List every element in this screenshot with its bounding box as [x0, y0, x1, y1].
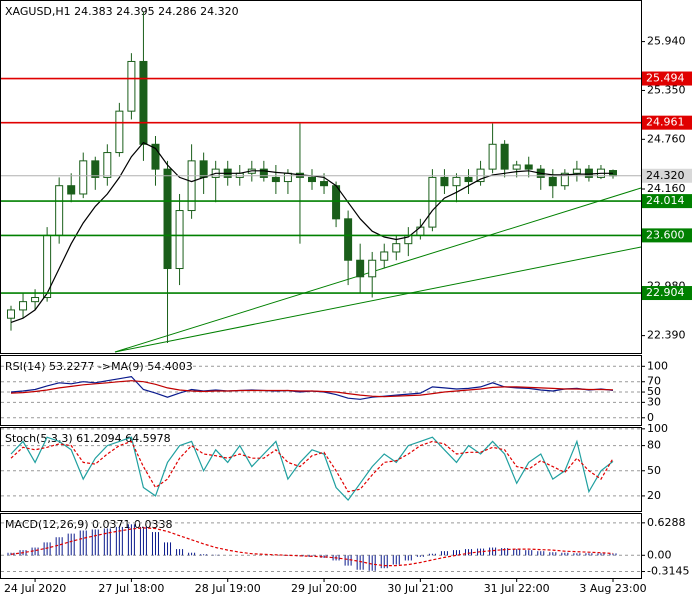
y-tick-label: 0: [647, 411, 654, 424]
x-tick-label: 29 Jul 20:00: [291, 582, 357, 595]
y-tick-label: 80: [647, 439, 661, 452]
x-tick-label: 3 Aug 23:00: [579, 582, 646, 595]
candle-body: [103, 152, 112, 178]
candle-body: [440, 176, 449, 187]
chart-title: XAGUSD,H1 24.383 24.395 24.286 24.320: [5, 5, 239, 18]
macd-panel: [0, 513, 642, 579]
candle-body: [512, 164, 521, 170]
y-tick-label: 22.390: [647, 329, 686, 342]
candle-body: [356, 259, 365, 278]
y-tick-label: 50: [647, 385, 661, 398]
candle-body: [524, 164, 533, 170]
candle-body: [67, 185, 76, 195]
candle-body: [31, 297, 40, 303]
y-tick-label: 0.6288: [647, 516, 686, 529]
candle-body: [19, 301, 28, 311]
candle-body: [79, 160, 88, 195]
trendline: [114, 187, 642, 353]
candle-body: [572, 168, 581, 174]
candle-body: [283, 172, 292, 183]
candle-body: [368, 259, 377, 278]
x-tick-label: 24 Jul 2020: [4, 582, 66, 595]
candle-body: [464, 176, 473, 183]
candle-body: [500, 143, 509, 170]
x-tick-label: 28 Jul 19:00: [195, 582, 261, 595]
rsi-panel: [0, 355, 642, 426]
candle-body: [55, 185, 64, 236]
candle-body: [175, 210, 184, 270]
candle-body: [187, 160, 196, 212]
y-tick-label: 70: [647, 375, 661, 388]
candle-body: [416, 226, 425, 236]
y-tick-label: 25.940: [647, 35, 686, 48]
level-label: 24.961: [646, 116, 685, 129]
current-price-box: [642, 168, 692, 183]
candle-body: [428, 176, 437, 228]
candle-body: [7, 309, 15, 319]
y-tick-label: 30: [647, 395, 661, 408]
indicator-line: [10, 527, 614, 567]
level-label-box: [642, 71, 692, 86]
candle-body: [344, 218, 353, 261]
candle-body: [151, 143, 160, 170]
candle-body: [199, 160, 208, 178]
level-label: 25.494: [646, 72, 685, 85]
candle-body: [308, 176, 316, 183]
candle-body: [139, 60, 148, 145]
y-tick-label: 0.00: [647, 548, 672, 561]
level-label-box: [642, 228, 692, 243]
candle-body: [259, 168, 268, 178]
candle-body: [548, 176, 557, 187]
level-label: 24.014: [646, 194, 685, 207]
candle-body: [91, 160, 100, 178]
level-label: 22.904: [646, 286, 685, 299]
stoch-title: Stoch(5,3,3) 61.2094 64.5978: [5, 432, 171, 445]
candle-body: [452, 176, 461, 187]
y-tick-label: -0.3145: [647, 565, 689, 578]
current-price-label: 24.320: [646, 169, 685, 182]
level-label-box: [642, 194, 692, 209]
y-tick-label: 25.350: [647, 83, 686, 96]
x-tick-label: 30 Jul 21:00: [387, 582, 453, 595]
indicator-line: [10, 380, 614, 398]
candle-body: [127, 60, 136, 112]
main-panel: [0, 0, 642, 354]
y-tick-label: 100: [647, 359, 668, 372]
level-label-box: [642, 286, 692, 301]
trendline: [114, 246, 642, 353]
indicator-line: [10, 436, 614, 502]
x-tick-label: 31 Jul 22:00: [484, 582, 550, 595]
candle-body: [320, 181, 329, 187]
candle-body: [488, 143, 497, 170]
macd-title: MACD(12,26,9) 0.0371 0.0338: [5, 518, 173, 531]
y-tick-label: 24.160: [647, 182, 686, 195]
level-label: 23.600: [646, 228, 685, 241]
indicator-line: [10, 440, 614, 493]
x-tick-label: 27 Jul 18:00: [98, 582, 164, 595]
candle-body: [163, 168, 172, 270]
level-label-box: [642, 115, 692, 130]
candle-body: [271, 176, 280, 183]
y-tick-label: 20: [647, 489, 661, 502]
y-tick-label: 24.760: [647, 132, 686, 145]
y-tick-label: 50: [647, 464, 661, 477]
candle-body: [115, 110, 124, 154]
candle-body: [560, 172, 569, 187]
y-tick-label: 100: [647, 422, 668, 435]
candle-body: [392, 243, 401, 253]
candle-body: [380, 251, 389, 261]
candle-body: [332, 185, 341, 220]
stoch-panel: [0, 427, 642, 512]
